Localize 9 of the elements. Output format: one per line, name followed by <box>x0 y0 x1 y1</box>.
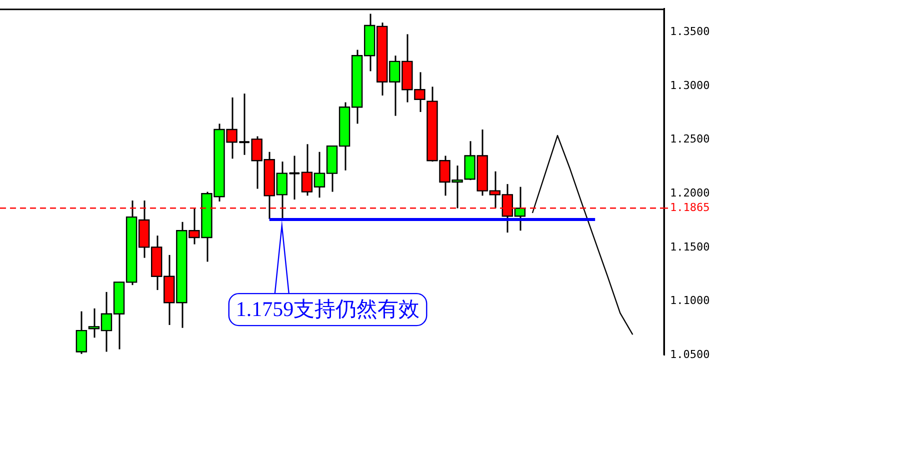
y-tick-label: 1.3500 <box>670 25 710 38</box>
y-tick-label: 1.3000 <box>670 78 710 92</box>
y-tick-label: 1.1000 <box>670 294 710 308</box>
ref-line-label: 1.1865 <box>670 201 710 214</box>
y-tick-label: 1.2000 <box>670 186 710 200</box>
annotation: 1.1759支持仍然有效 <box>236 297 420 322</box>
y-tick-label: 1.2500 <box>670 132 710 146</box>
y-tick-label: 1.1500 <box>670 240 710 254</box>
y-tick-label: 1.0500 <box>670 348 710 361</box>
